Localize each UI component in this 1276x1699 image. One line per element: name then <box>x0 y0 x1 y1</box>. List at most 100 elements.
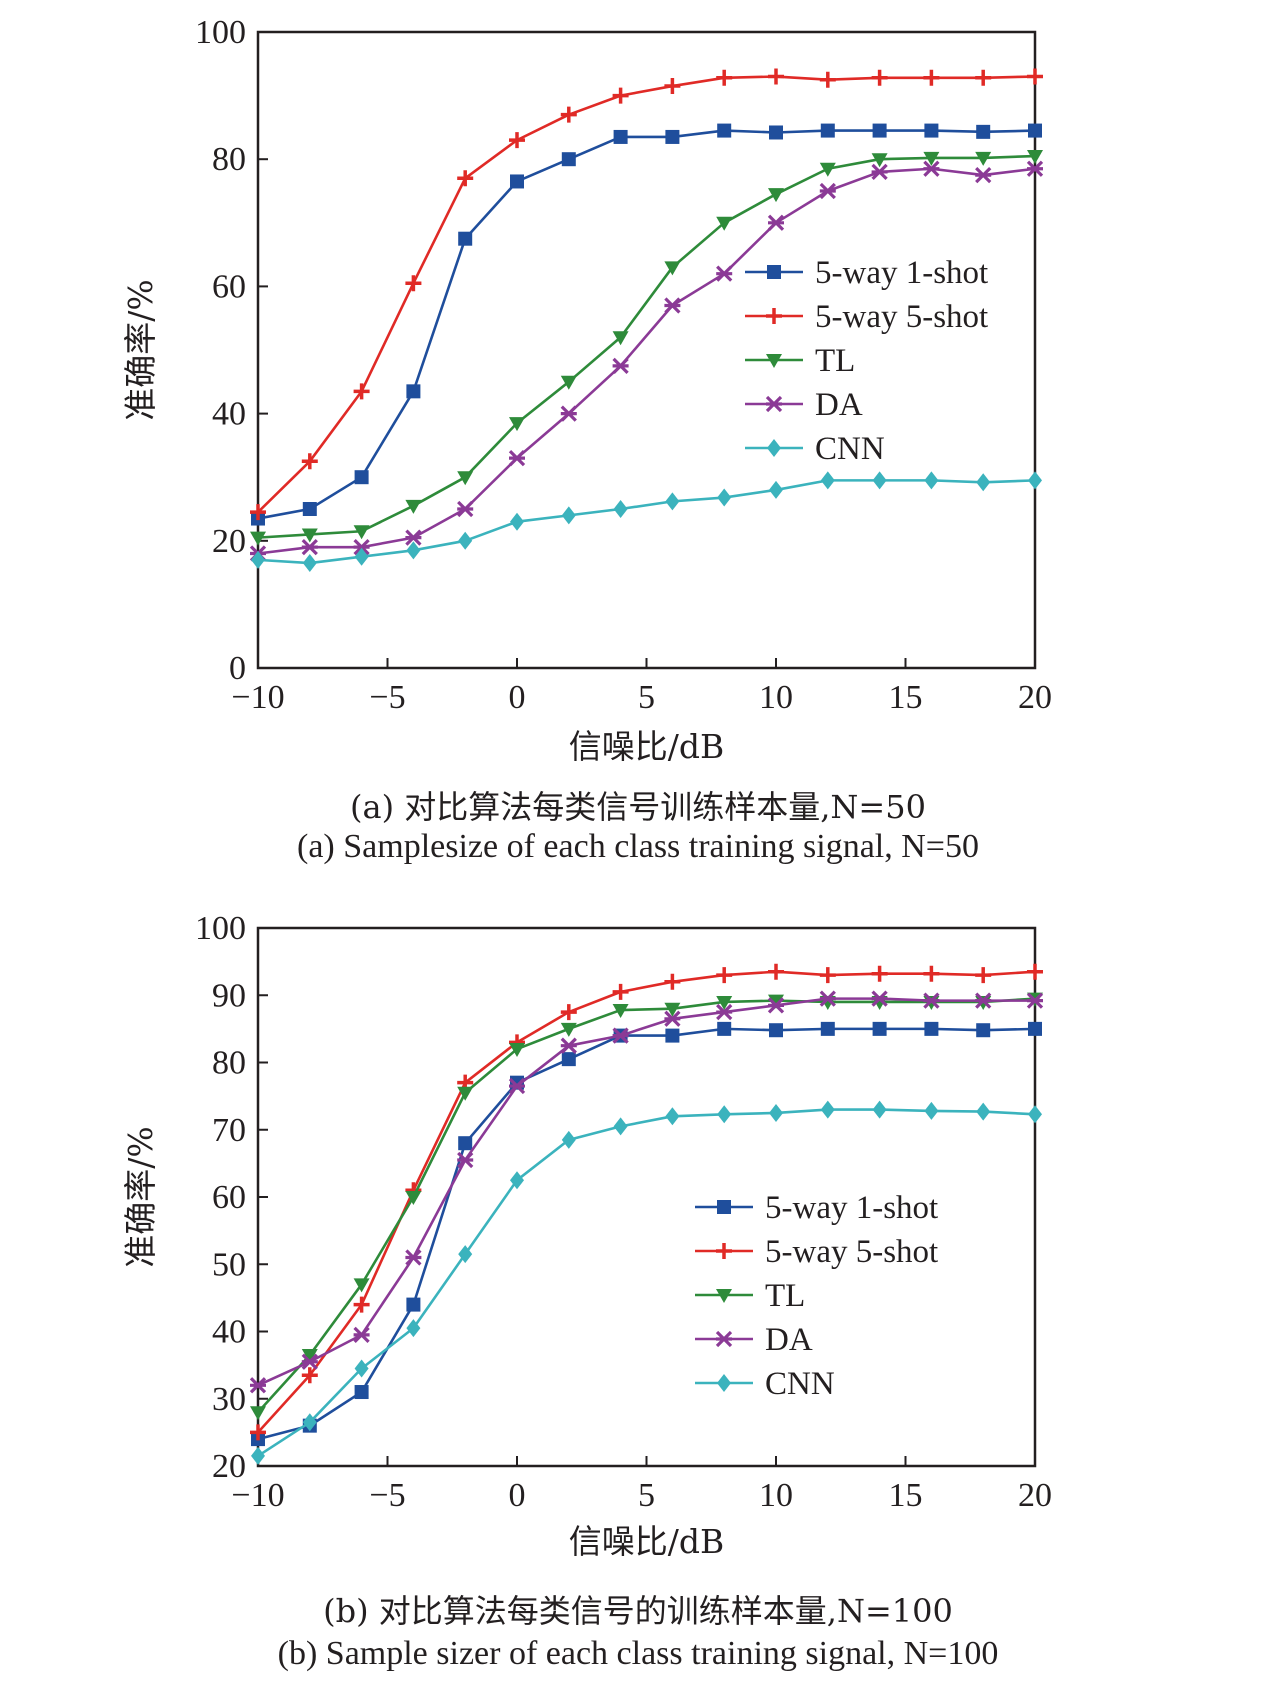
data-point-5-way-5-shot <box>975 967 992 984</box>
y-tick-label: 60 <box>212 1179 246 1216</box>
data-point-5-way-1-shot <box>354 470 369 485</box>
data-point-tl <box>301 1349 318 1364</box>
y-tick-label: 60 <box>212 268 246 305</box>
data-point-tl <box>560 375 577 390</box>
data-point-5-way-5-shot <box>768 68 784 85</box>
data-point-5-way-5-shot <box>923 965 940 982</box>
x-tick-label: 20 <box>1018 679 1052 716</box>
data-point-da <box>923 160 940 177</box>
data-point-tl <box>250 531 266 546</box>
data-point-5-way-1-shot <box>406 384 421 399</box>
data-point-tl <box>1027 150 1043 165</box>
y-tick-label: 40 <box>212 1314 246 1351</box>
data-point-tl <box>353 1278 370 1293</box>
x-tick-label: 5 <box>638 1477 655 1514</box>
data-point-cnn <box>924 471 939 490</box>
y-tick-label: 100 <box>195 14 246 51</box>
data-point-cnn <box>717 488 732 507</box>
data-point-5-way-5-shot <box>716 69 733 86</box>
legend-label-tl: TL <box>765 1278 805 1314</box>
y-tick-label: 80 <box>212 141 246 178</box>
data-point-cnn <box>561 506 576 525</box>
legend-marker-5-way-5-shot <box>716 1243 732 1259</box>
data-point-5-way-1-shot <box>406 1297 421 1312</box>
data-point-da <box>767 997 785 1014</box>
data-point-tl <box>457 1086 474 1101</box>
legend-label-da: DA <box>765 1322 813 1358</box>
data-point-da <box>457 1151 474 1169</box>
data-point-da <box>664 297 681 314</box>
data-point-5-way-5-shot <box>250 1424 266 1441</box>
data-point-tl <box>664 261 681 276</box>
data-point-tl <box>560 1022 577 1037</box>
data-point-da <box>301 1353 318 1370</box>
data-point-5-way-1-shot <box>665 129 680 144</box>
data-point-5-way-5-shot <box>768 963 784 980</box>
data-point-5-way-1-shot <box>769 1023 783 1038</box>
y-tick-label: 20 <box>212 1448 246 1485</box>
data-point-da <box>1026 160 1044 177</box>
data-point-cnn <box>302 1413 317 1432</box>
series-line-5-way-5-shot <box>257 75 1036 514</box>
x-tick-label: 5 <box>638 679 655 716</box>
data-point-da <box>353 1326 370 1343</box>
data-point-5-way-1-shot <box>976 124 991 139</box>
legend-label-5-way-1-shot: 5-way 1-shot <box>765 1190 938 1226</box>
data-point-da <box>612 1027 629 1044</box>
data-point-da <box>405 1249 422 1266</box>
legend-label-tl: TL <box>815 343 855 379</box>
y-tick-label: 20 <box>212 523 246 560</box>
legend-label-cnn: CNN <box>815 431 885 467</box>
data-point-tl <box>612 331 629 346</box>
y-axis-label: 准确率/% <box>121 279 160 420</box>
series-line-tl <box>257 997 1036 1414</box>
series-5-way-1-shot <box>251 123 1042 526</box>
data-point-5-way-5-shot <box>301 453 318 470</box>
legend-label-5-way-5-shot: 5-way 5-shot <box>815 299 988 335</box>
data-point-cnn <box>1028 471 1042 490</box>
data-point-tl <box>768 994 784 1009</box>
data-point-da <box>405 529 422 546</box>
data-point-tl <box>716 995 733 1010</box>
data-point-5-way-5-shot <box>819 71 836 88</box>
data-point-cnn <box>561 1130 576 1149</box>
series-5-way-5-shot <box>250 68 1043 521</box>
x-tick-label: 10 <box>759 679 793 716</box>
series-line-da <box>257 167 1036 555</box>
data-point-cnn <box>510 512 524 531</box>
data-point-5-way-1-shot <box>872 123 887 138</box>
legend-label-5-way-5-shot: 5-way 5-shot <box>765 1234 938 1270</box>
data-point-cnn <box>406 541 421 560</box>
legend-label-5-way-1-shot: 5-way 1-shot <box>815 255 988 291</box>
series-line-5-way-1-shot <box>257 129 1036 520</box>
y-tick-label: 100 <box>195 910 246 947</box>
data-point-cnn <box>406 1319 421 1338</box>
y-tick-label: 80 <box>212 1045 246 1082</box>
data-point-cnn <box>354 1359 369 1378</box>
data-point-cnn <box>354 547 369 566</box>
data-point-da <box>716 1003 733 1021</box>
data-point-5-way-5-shot <box>664 973 681 990</box>
legend: 5-way 1-shot 5-way 5-shot TL DA CNN <box>745 255 988 467</box>
x-tick-label: 10 <box>759 1477 793 1514</box>
data-point-5-way-1-shot <box>665 1028 680 1043</box>
data-point-tl <box>509 417 525 432</box>
series-cnn <box>251 1100 1042 1465</box>
data-point-cnn <box>769 480 783 499</box>
data-point-tl <box>612 1004 629 1019</box>
caption-b-english: (b) Sample sizer of each class training … <box>277 1635 999 1672</box>
data-point-5-way-5-shot <box>353 1296 370 1313</box>
data-point-5-way-5-shot <box>664 78 681 95</box>
data-point-cnn <box>458 531 473 550</box>
data-point-tl <box>250 1406 266 1421</box>
data-point-cnn <box>251 550 265 569</box>
data-point-da <box>508 449 526 467</box>
data-point-da <box>301 539 318 556</box>
data-point-5-way-1-shot <box>561 1052 576 1067</box>
caption-a-chinese: (a) 对比算法每类信号训练样本量,N=50 <box>350 788 926 826</box>
x-axis-label: 信噪比/dB <box>569 727 725 766</box>
data-point-5-way-1-shot <box>458 1136 473 1151</box>
legend-marker-5-way-1-shot <box>767 265 781 279</box>
series-tl <box>250 150 1043 546</box>
